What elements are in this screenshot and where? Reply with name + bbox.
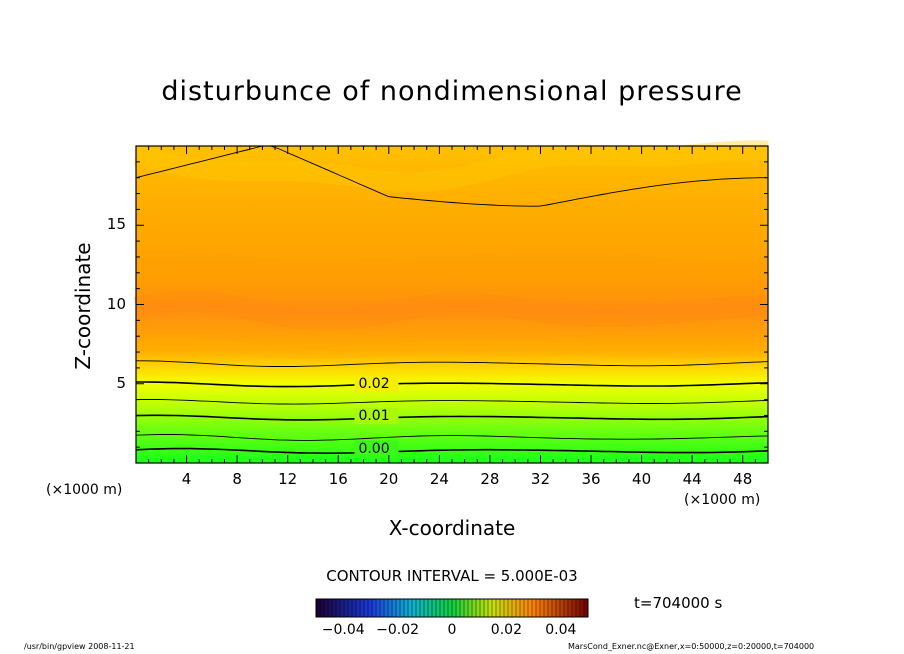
contour-line-3 xyxy=(136,399,769,405)
contour-band-1 xyxy=(135,249,769,281)
colorbar-tick-label: −0.02 xyxy=(376,622,420,638)
contour-line-0 xyxy=(135,447,769,454)
contour-label-bg xyxy=(354,440,399,457)
axis-ticks xyxy=(136,146,768,463)
contour-line-2 xyxy=(135,414,769,421)
contour-bands xyxy=(133,140,769,360)
x-tick-label: 40 xyxy=(632,470,652,488)
footer-right: MarsCond_Exner.nc@Exner,x=0:50000,z=0:20… xyxy=(568,642,815,651)
x-tick-label: 8 xyxy=(232,470,242,488)
colorbar-tick-label: −0.04 xyxy=(321,622,365,638)
contour-line-top xyxy=(135,145,768,207)
contour-interval: CONTOUR INTERVAL = 5.000E-03 xyxy=(326,567,578,585)
chart-title: disturbunce of nondimensional pressure xyxy=(161,76,743,107)
x-axis-label: X-coordinate xyxy=(388,516,516,540)
x-unit-right: (×1000 m) xyxy=(684,492,761,508)
x-tick-label: 4 xyxy=(181,470,192,488)
colorbar-frame xyxy=(315,598,589,618)
contour-line-4 xyxy=(136,381,769,388)
x-tick-label: 12 xyxy=(278,470,298,488)
contour-line-1 xyxy=(135,434,769,441)
x-tick-label: 28 xyxy=(480,470,500,488)
x-tick-label: 48 xyxy=(733,470,753,488)
contour-line-5 xyxy=(136,360,769,367)
colorbar-tick-label: 0.02 xyxy=(490,622,522,638)
x-tick-label: 32 xyxy=(530,470,551,488)
y-tick-label: 15 xyxy=(106,215,126,234)
x-tick-label: 20 xyxy=(379,470,399,488)
colorbar-tick-label: 0.04 xyxy=(545,622,577,638)
contour-lines xyxy=(135,145,769,457)
x-tick-label: 16 xyxy=(328,470,348,488)
plot-field xyxy=(136,146,768,463)
contour-label: 0.00 xyxy=(358,440,390,457)
colorbar xyxy=(315,598,589,618)
y-tick-label: 5 xyxy=(116,373,126,392)
contour-label: 0.01 xyxy=(358,408,390,425)
colorbar-tick-label: 0 xyxy=(447,622,457,638)
x-tick-label: 24 xyxy=(429,470,449,488)
contour-band-2 xyxy=(135,337,769,360)
contour-label-bg xyxy=(354,376,399,393)
contour-label-bg xyxy=(354,408,399,425)
time-label: t=704000 s xyxy=(634,594,723,612)
x-unit-left: (×1000 m) xyxy=(46,482,123,498)
x-tick-label: 36 xyxy=(581,470,601,488)
y-axis-label: Z-coordinate xyxy=(71,242,95,370)
contour-band-3 xyxy=(133,140,769,193)
y-tick-label: 10 xyxy=(106,294,126,313)
footer-left: /usr/bin/gpview 2008-11-21 xyxy=(24,642,135,651)
contour-label: 0.02 xyxy=(358,376,390,393)
contour-band-0 xyxy=(133,290,769,331)
x-tick-label: 44 xyxy=(682,470,702,488)
